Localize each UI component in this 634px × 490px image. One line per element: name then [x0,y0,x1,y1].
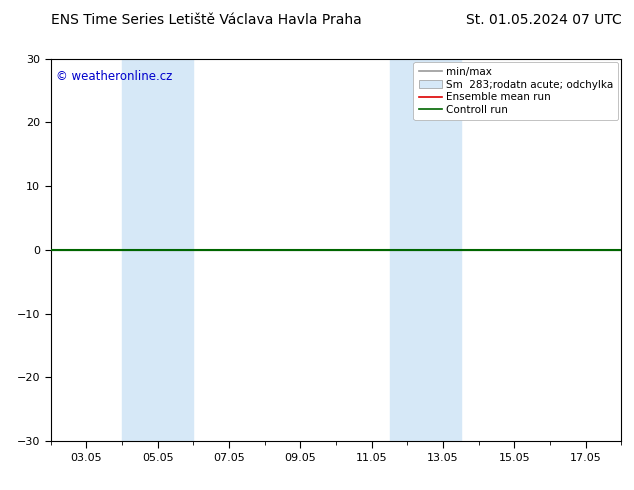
Text: ENS Time Series Letiště Václava Havla Praha: ENS Time Series Letiště Václava Havla Pr… [51,13,361,27]
Text: St. 01.05.2024 07 UTC: St. 01.05.2024 07 UTC [465,13,621,27]
Bar [389,59,461,441]
Bar [122,59,193,441]
Text: © weatheronline.cz: © weatheronline.cz [56,70,173,83]
Legend: min/max, Sm  283;rodatn acute; odchylka, Ensemble mean run, Controll run: min/max, Sm 283;rodatn acute; odchylka, … [413,62,618,120]
